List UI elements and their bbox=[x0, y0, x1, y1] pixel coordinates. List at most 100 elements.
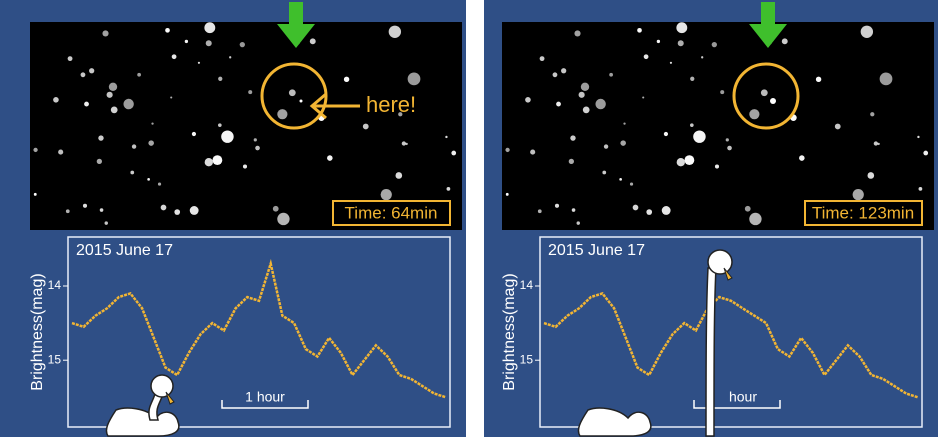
star bbox=[870, 112, 874, 116]
star bbox=[701, 56, 703, 58]
star bbox=[727, 146, 732, 151]
star bbox=[218, 123, 222, 127]
star bbox=[97, 159, 102, 164]
star bbox=[670, 62, 672, 64]
chart-title: 2015 June 17 bbox=[76, 242, 173, 259]
star bbox=[553, 72, 558, 77]
star bbox=[185, 40, 188, 43]
star bbox=[81, 72, 86, 77]
star bbox=[644, 54, 649, 59]
star bbox=[782, 38, 788, 44]
y-tick-label: 15 bbox=[48, 352, 62, 366]
star bbox=[344, 77, 349, 82]
star bbox=[58, 150, 63, 155]
star bbox=[172, 54, 177, 59]
star bbox=[579, 92, 585, 98]
star bbox=[556, 102, 561, 107]
star bbox=[684, 155, 694, 165]
star bbox=[192, 132, 196, 136]
star bbox=[83, 204, 87, 208]
star bbox=[577, 221, 580, 224]
swan-body bbox=[106, 408, 178, 436]
star bbox=[254, 138, 257, 141]
star bbox=[255, 146, 260, 151]
star bbox=[715, 165, 719, 169]
star bbox=[109, 83, 117, 91]
star bbox=[867, 172, 874, 179]
swan-head bbox=[708, 250, 732, 274]
star bbox=[678, 40, 684, 46]
star bbox=[623, 123, 625, 125]
star bbox=[273, 206, 279, 212]
star bbox=[853, 189, 864, 200]
swan-head bbox=[151, 375, 173, 397]
star bbox=[107, 92, 113, 98]
star bbox=[445, 136, 447, 138]
star bbox=[66, 209, 70, 213]
star bbox=[505, 148, 509, 152]
star bbox=[690, 123, 694, 127]
y-axis-label: Brightness(mag) bbox=[29, 273, 46, 390]
star bbox=[190, 206, 199, 215]
star bbox=[637, 28, 642, 33]
star bbox=[917, 136, 919, 138]
star bbox=[712, 42, 717, 47]
star bbox=[595, 99, 605, 109]
star bbox=[289, 89, 296, 96]
pointer-label: here! bbox=[366, 92, 416, 117]
y-axis-label: Brightness(mag) bbox=[501, 273, 518, 390]
target-star bbox=[770, 98, 776, 104]
star bbox=[749, 213, 761, 225]
star bbox=[506, 193, 509, 196]
star bbox=[569, 159, 574, 164]
star bbox=[581, 83, 589, 91]
star bbox=[174, 209, 180, 215]
star bbox=[205, 158, 213, 166]
star bbox=[749, 109, 759, 119]
star bbox=[98, 135, 103, 140]
star bbox=[33, 148, 37, 152]
star bbox=[690, 77, 694, 81]
star bbox=[170, 96, 172, 98]
star bbox=[229, 56, 231, 58]
star bbox=[206, 40, 212, 46]
chart-title: 2015 June 17 bbox=[548, 242, 645, 259]
y-tick-label: 14 bbox=[520, 278, 534, 292]
star bbox=[381, 189, 392, 200]
star bbox=[609, 73, 613, 77]
star bbox=[89, 68, 94, 73]
star bbox=[880, 73, 893, 86]
star bbox=[525, 97, 531, 103]
time-label: Time: 64min bbox=[345, 203, 438, 222]
star bbox=[34, 193, 37, 196]
star bbox=[633, 205, 639, 211]
star bbox=[662, 206, 671, 215]
star bbox=[574, 30, 580, 36]
star-field bbox=[30, 22, 462, 230]
star bbox=[68, 56, 73, 61]
star bbox=[726, 138, 729, 141]
star bbox=[555, 204, 559, 208]
star bbox=[402, 141, 406, 145]
star bbox=[799, 155, 805, 161]
star bbox=[693, 130, 705, 142]
star bbox=[530, 150, 535, 155]
star bbox=[53, 97, 59, 103]
star bbox=[277, 213, 289, 225]
star bbox=[248, 90, 252, 94]
star bbox=[240, 42, 245, 47]
star bbox=[327, 155, 333, 161]
star bbox=[919, 187, 923, 191]
star bbox=[720, 90, 724, 94]
swan-neck bbox=[706, 268, 716, 436]
star bbox=[816, 77, 821, 82]
star bbox=[604, 144, 608, 148]
star bbox=[646, 209, 652, 215]
star bbox=[212, 155, 222, 165]
star bbox=[84, 102, 89, 107]
star bbox=[861, 26, 873, 38]
scale-label: hour bbox=[729, 389, 757, 405]
star bbox=[363, 124, 369, 130]
star bbox=[111, 106, 118, 113]
star bbox=[132, 144, 136, 148]
